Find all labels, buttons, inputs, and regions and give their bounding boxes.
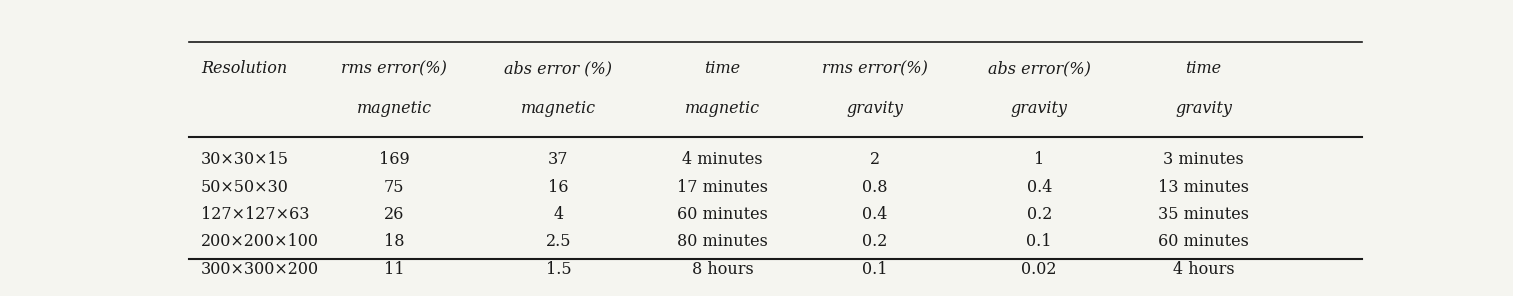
Text: rms error(%): rms error(%) bbox=[342, 60, 448, 77]
Text: 60 minutes: 60 minutes bbox=[1157, 233, 1248, 250]
Text: 2.5: 2.5 bbox=[546, 233, 572, 250]
Text: 0.4: 0.4 bbox=[1026, 178, 1052, 196]
Text: 127×127×63: 127×127×63 bbox=[201, 206, 309, 223]
Text: 3 minutes: 3 minutes bbox=[1163, 151, 1244, 168]
Text: 0.1: 0.1 bbox=[1026, 233, 1052, 250]
Text: 4: 4 bbox=[554, 206, 563, 223]
Text: 80 minutes: 80 minutes bbox=[678, 233, 769, 250]
Text: 1.5: 1.5 bbox=[546, 261, 572, 278]
Text: 37: 37 bbox=[548, 151, 569, 168]
Text: 26: 26 bbox=[384, 206, 404, 223]
Text: 30×30×15: 30×30×15 bbox=[201, 151, 289, 168]
Text: 17 minutes: 17 minutes bbox=[678, 178, 769, 196]
Text: 50×50×30: 50×50×30 bbox=[201, 178, 289, 196]
Text: 4 hours: 4 hours bbox=[1173, 261, 1235, 278]
Text: magnetic: magnetic bbox=[520, 100, 596, 117]
Text: 0.4: 0.4 bbox=[862, 206, 888, 223]
Text: magnetic: magnetic bbox=[685, 100, 760, 117]
Text: time: time bbox=[1185, 60, 1221, 77]
Text: 60 minutes: 60 minutes bbox=[678, 206, 769, 223]
Text: 1: 1 bbox=[1033, 151, 1044, 168]
Text: 13 minutes: 13 minutes bbox=[1157, 178, 1248, 196]
Text: abs error(%): abs error(%) bbox=[988, 60, 1091, 77]
Text: 2: 2 bbox=[870, 151, 881, 168]
Text: 35 minutes: 35 minutes bbox=[1157, 206, 1248, 223]
Text: 16: 16 bbox=[548, 178, 569, 196]
Text: 300×300×200: 300×300×200 bbox=[201, 261, 319, 278]
Text: 0.02: 0.02 bbox=[1021, 261, 1058, 278]
Text: 200×200×100: 200×200×100 bbox=[201, 233, 319, 250]
Text: abs error (%): abs error (%) bbox=[504, 60, 613, 77]
Text: 8 hours: 8 hours bbox=[691, 261, 753, 278]
Text: 0.1: 0.1 bbox=[862, 261, 888, 278]
Text: time: time bbox=[705, 60, 741, 77]
Text: 0.8: 0.8 bbox=[862, 178, 888, 196]
Text: Resolution: Resolution bbox=[201, 60, 287, 77]
Text: 75: 75 bbox=[384, 178, 404, 196]
Text: gravity: gravity bbox=[847, 100, 903, 117]
Text: 18: 18 bbox=[384, 233, 404, 250]
Text: 169: 169 bbox=[378, 151, 410, 168]
Text: rms error(%): rms error(%) bbox=[822, 60, 927, 77]
Text: 4 minutes: 4 minutes bbox=[682, 151, 763, 168]
Text: gravity: gravity bbox=[1176, 100, 1232, 117]
Text: 0.2: 0.2 bbox=[1026, 206, 1052, 223]
Text: 0.2: 0.2 bbox=[862, 233, 888, 250]
Text: magnetic: magnetic bbox=[357, 100, 431, 117]
Text: 11: 11 bbox=[384, 261, 404, 278]
Text: gravity: gravity bbox=[1011, 100, 1068, 117]
